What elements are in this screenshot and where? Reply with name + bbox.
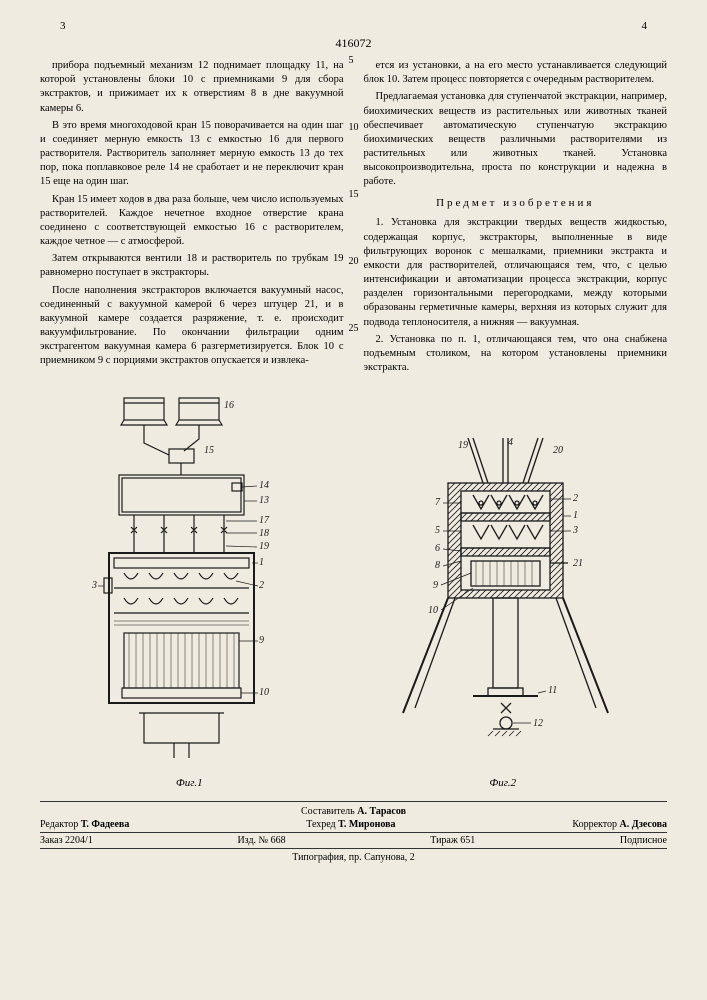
fig2-label: 12 bbox=[533, 718, 543, 729]
fig2-caption: Фиг.2 bbox=[373, 777, 633, 789]
fig2-label: 6 bbox=[435, 543, 440, 554]
line-num: 5 bbox=[349, 55, 359, 66]
line-num: 20 bbox=[349, 256, 359, 267]
editor-block: Редактор Т. Фадеева bbox=[40, 819, 129, 830]
page-num-left: 3 bbox=[60, 20, 66, 32]
claim: 2. Установка по п. 1, отличающаяся тем, … bbox=[364, 333, 668, 376]
fig1-caption: Фиг.1 bbox=[74, 777, 304, 789]
line-num: 25 bbox=[349, 323, 359, 334]
fig2-label: 4 bbox=[508, 437, 513, 448]
right-column: ется из установки, а на его место устана… bbox=[364, 59, 668, 378]
paragraph: ется из установки, а на его место устана… bbox=[364, 59, 668, 87]
fig1-label: 10 bbox=[259, 687, 269, 698]
left-column: прибора подъемный механизм 12 поднимает … bbox=[40, 59, 344, 378]
patent-page: 3 4 416072 5 10 15 20 25 прибора подъемн… bbox=[0, 0, 707, 1000]
fig1-label: 19 bbox=[259, 541, 269, 552]
izd-num: Изд. № 668 bbox=[237, 835, 285, 846]
subscript: Подписное bbox=[620, 835, 667, 846]
fig2-label: 7 bbox=[435, 497, 441, 508]
corrector-block: Корректор А. Дзесова bbox=[572, 819, 667, 830]
fig2-label: 10 bbox=[428, 605, 438, 616]
fig2-label: 5 bbox=[435, 525, 440, 536]
fig2-svg: 19 4 20 2 1 3 7 5 6 8 2 bbox=[373, 433, 633, 773]
figure-2: 19 4 20 2 1 3 7 5 6 8 2 bbox=[373, 433, 633, 789]
page-numbers: 3 4 bbox=[40, 20, 667, 32]
fig2-label: 8 bbox=[435, 560, 440, 571]
fig1-label: 2 bbox=[259, 580, 264, 591]
typography-line: Типография, пр. Сапунова, 2 bbox=[40, 852, 667, 863]
paragraph: Предлагаемая установка для ступенчатой э… bbox=[364, 90, 668, 189]
document-number: 416072 bbox=[40, 36, 667, 51]
fig1-label: 9 bbox=[259, 635, 264, 646]
paragraph: прибора подъемный механизм 12 поднимает … bbox=[40, 59, 344, 116]
composer-name: А. Тарасов bbox=[357, 806, 406, 817]
footer: Составитель А. Тарасов Редактор Т. Фадее… bbox=[40, 801, 667, 863]
fig1-label: 15 bbox=[204, 445, 214, 456]
fig2-label: 2 bbox=[573, 493, 578, 504]
fig1-label: 14 bbox=[259, 480, 269, 491]
fig2-label: 21 bbox=[573, 558, 583, 569]
fig1-label: 1 bbox=[259, 557, 264, 568]
page-num-right: 4 bbox=[642, 20, 648, 32]
paragraph: Кран 15 имеет ходов в два раза больше, ч… bbox=[40, 193, 344, 250]
fig1-label: 17 bbox=[259, 515, 270, 526]
paragraph: Затем открываются вентили 18 и растворит… bbox=[40, 252, 344, 280]
fig1-label: 13 bbox=[259, 495, 269, 506]
fig1-label: 18 bbox=[259, 528, 269, 539]
fig1-label: 3 bbox=[91, 580, 97, 591]
subject-of-invention-title: Предмет изобретения bbox=[364, 196, 668, 211]
composer-label: Составитель bbox=[301, 806, 355, 817]
claim: 1. Установка для экстракции твердых веще… bbox=[364, 216, 668, 329]
fig1-svg: 16 15 14 13 17 18 19 1 3 2 bbox=[74, 393, 304, 773]
line-num: 15 bbox=[349, 189, 359, 200]
paragraph: В это время многоходовой кран 15 поворач… bbox=[40, 119, 344, 190]
order-num: Заказ 2204/1 bbox=[40, 835, 93, 846]
line-number-gutter: 5 10 15 20 25 bbox=[349, 55, 359, 334]
fig2-label: 1 bbox=[573, 510, 578, 521]
techred-block: Техред Т. Миронова bbox=[306, 819, 395, 830]
fig1-label: 16 bbox=[224, 400, 234, 411]
figures-area: 16 15 14 13 17 18 19 1 3 2 bbox=[40, 393, 667, 789]
paragraph: После наполнения экстракторов включается… bbox=[40, 284, 344, 369]
fig2-label: 20 bbox=[553, 445, 563, 456]
line-num: 10 bbox=[349, 122, 359, 133]
figure-1: 16 15 14 13 17 18 19 1 3 2 bbox=[74, 393, 304, 789]
fig2-label: 11 bbox=[548, 685, 557, 696]
fig2-label: 3 bbox=[572, 525, 578, 536]
tirage: Тираж 651 bbox=[430, 835, 475, 846]
fig2-label: 9 bbox=[433, 580, 438, 591]
fig2-label: 19 bbox=[458, 440, 468, 451]
